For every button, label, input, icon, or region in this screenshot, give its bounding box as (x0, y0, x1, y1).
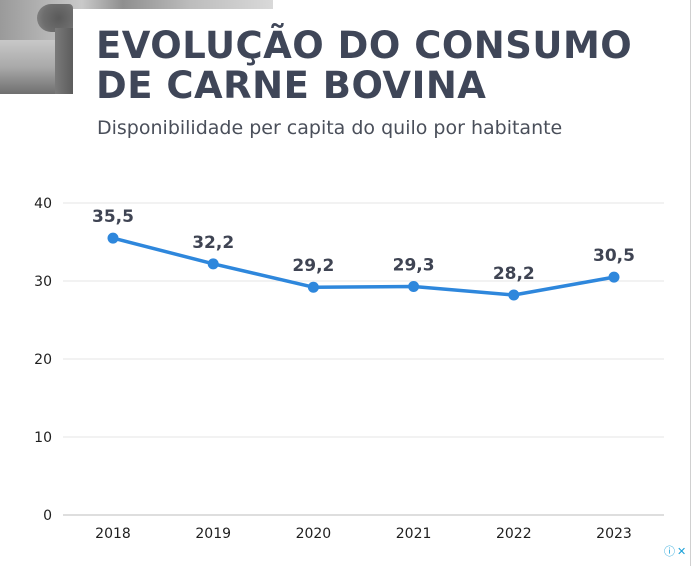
y-tick-label: 40 (34, 196, 52, 212)
data-point (107, 232, 119, 244)
series-line (111, 236, 616, 297)
x-tick-label: 2020 (296, 526, 332, 542)
close-icon[interactable]: ✕ (677, 545, 687, 558)
y-tick-label: 20 (34, 352, 52, 368)
cow-snout (37, 4, 73, 32)
data-point (608, 271, 620, 283)
data-point (408, 280, 420, 292)
y-tick-label: 0 (43, 508, 52, 524)
x-tick-label: 2023 (596, 526, 632, 542)
x-axis-ticks: 2018 2019 2020 2021 2022 2023 (95, 526, 632, 542)
data-labels: 35,5 32,2 29,2 29,3 28,2 30,5 (92, 207, 635, 284)
y-tick-label: 10 (34, 430, 52, 446)
ad-controls: ⓘ ✕ (664, 543, 688, 559)
data-label: 35,5 (92, 207, 134, 227)
data-points (107, 232, 620, 301)
data-point (207, 258, 219, 270)
x-tick-label: 2019 (195, 526, 231, 542)
data-label: 29,3 (393, 255, 435, 275)
x-tick-label: 2021 (396, 526, 432, 542)
cow-neck (55, 28, 73, 94)
chart-subtitle: Disponibilidade per capita do quilo por … (97, 117, 563, 139)
chart-title-line-2: DE CARNE BOVINA (96, 64, 487, 107)
frame-border (690, 0, 691, 566)
data-label: 29,2 (292, 256, 334, 276)
x-tick-label: 2022 (496, 526, 532, 542)
x-tick-label: 2018 (95, 526, 131, 542)
data-label: 28,2 (493, 264, 535, 284)
chart-title-line-1: EVOLUÇÃO DO CONSUMO (96, 24, 633, 67)
info-icon[interactable]: ⓘ (664, 545, 675, 558)
y-axis-ticks: 0 10 20 30 40 (34, 196, 52, 524)
chart-title: EVOLUÇÃO DO CONSUMO DE CARNE BOVINA (96, 26, 686, 106)
y-tick-label: 30 (34, 274, 52, 290)
data-label: 30,5 (593, 246, 635, 266)
data-point (307, 281, 319, 293)
data-label: 32,2 (192, 233, 234, 253)
gridlines (63, 202, 664, 516)
data-point (508, 289, 520, 301)
